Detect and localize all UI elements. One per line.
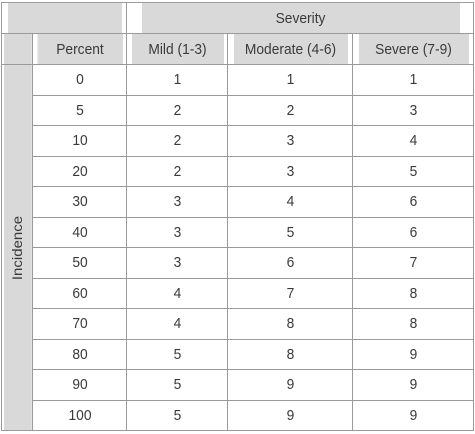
cell-severe: 9 — [356, 338, 470, 370]
cell-mild: 5 — [130, 399, 224, 431]
group-header-row: Severity — [2, 2, 474, 34]
cell-moderate: 6 — [232, 247, 348, 279]
table-body: Incidence 0 1 1 1 5 2 2 3 10 2 3 4 20 2 3 5 30 3 4 6 40 3 5 6 50 3… — [2, 64, 474, 431]
incidence-side-label-cell: Incidence — [2, 64, 32, 431]
table-row: 70 4 8 8 — [2, 308, 474, 340]
cell-moderate: 9 — [232, 399, 348, 431]
table-row: 80 5 8 9 — [2, 338, 474, 370]
corner-cell-side — [2, 33, 32, 65]
cell-severe: 9 — [356, 399, 470, 431]
column-header-percent: Percent — [35, 33, 124, 65]
table-row: 100 5 9 9 — [2, 399, 474, 431]
cell-mild: 4 — [130, 308, 224, 340]
cell-percent: 10 — [35, 125, 124, 157]
incidence-label: Incidence — [9, 215, 25, 280]
column-header-moderate: Moderate (4-6) — [232, 33, 348, 65]
cell-percent: 80 — [35, 338, 124, 370]
table-row: 60 4 7 8 — [2, 277, 474, 309]
table-row: Incidence 0 1 1 1 — [2, 64, 474, 431]
cell-severe: 9 — [356, 369, 470, 401]
cell-severe: 6 — [356, 216, 470, 248]
table-row: 50 3 6 7 — [2, 247, 474, 279]
corner-cell — [6, 2, 122, 34]
cell-percent: 5 — [35, 94, 124, 126]
table-row: 90 5 9 9 — [2, 369, 474, 401]
cell-percent: 60 — [35, 277, 124, 309]
cell-percent: 40 — [35, 216, 124, 248]
table-row: 10 2 3 4 — [2, 125, 474, 157]
cell-moderate: 3 — [232, 155, 348, 187]
column-header-row: Percent Mild (1-3) Moderate (4-6) Severe… — [2, 33, 474, 65]
cell-moderate: 7 — [232, 277, 348, 309]
cell-mild: 5 — [130, 369, 224, 401]
column-header-severe: Severe (7-9) — [356, 33, 470, 65]
cell-moderate: 4 — [232, 186, 348, 218]
cell-moderate: 5 — [232, 216, 348, 248]
cell-percent: 50 — [35, 247, 124, 279]
cell-moderate: 2 — [232, 94, 348, 126]
cell-severe: 1 — [356, 64, 470, 96]
cell-mild: 3 — [130, 247, 224, 279]
cell-mild: 2 — [130, 155, 224, 187]
cell-percent: 0 — [35, 64, 124, 96]
cell-severe: 8 — [356, 308, 470, 340]
cell-mild: 3 — [130, 216, 224, 248]
cell-moderate: 8 — [232, 338, 348, 370]
cell-mild: 3 — [130, 186, 224, 218]
severity-group-header: Severity — [139, 2, 461, 34]
cell-moderate: 3 — [232, 125, 348, 157]
cell-severe: 6 — [356, 186, 470, 218]
cell-severe: 7 — [356, 247, 470, 279]
cell-severe: 3 — [356, 94, 470, 126]
cell-mild: 5 — [130, 338, 224, 370]
cell-moderate: 8 — [232, 308, 348, 340]
table-row: 20 2 3 5 — [2, 155, 474, 187]
cell-percent: 20 — [35, 155, 124, 187]
cell-mild: 4 — [130, 277, 224, 309]
cell-mild: 1 — [130, 64, 224, 96]
cell-severe: 5 — [356, 155, 470, 187]
cell-moderate: 9 — [232, 369, 348, 401]
table-row: 30 3 4 6 — [2, 186, 474, 218]
cell-severe: 8 — [356, 277, 470, 309]
table-row: 40 3 5 6 — [2, 216, 474, 248]
cell-percent: 90 — [35, 369, 124, 401]
cell-percent: 100 — [35, 399, 124, 431]
cell-moderate: 1 — [232, 64, 348, 96]
cell-mild: 2 — [130, 125, 224, 157]
cell-percent: 70 — [35, 308, 124, 340]
column-header-mild: Mild (1-3) — [130, 33, 224, 65]
cell-severe: 4 — [356, 125, 470, 157]
cell-percent: 30 — [35, 186, 124, 218]
cell-mild: 2 — [130, 94, 224, 126]
